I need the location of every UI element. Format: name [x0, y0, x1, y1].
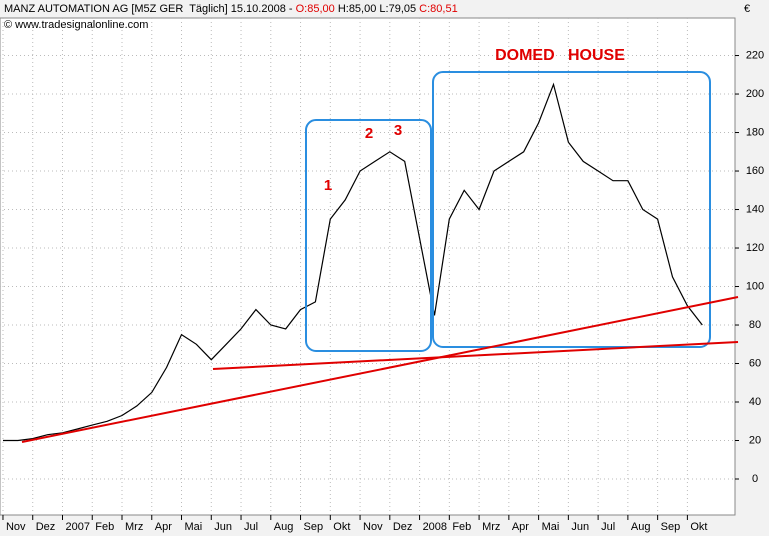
annotation: 3 — [394, 122, 402, 139]
x-tick-label: Sep — [304, 521, 324, 533]
y-tick-label: 220 — [746, 49, 764, 61]
x-tick-label: Aug — [274, 521, 294, 533]
y-tick-label: 140 — [746, 203, 764, 215]
close: C:80,51 — [419, 3, 458, 15]
box — [305, 119, 432, 352]
x-tick-label: Nov — [363, 521, 383, 533]
x-tick-label: Jul — [244, 521, 258, 533]
chart-title: MANZ AUTOMATION AG [M5Z GER Täglich] 15.… — [4, 3, 458, 15]
y-tick-label: 200 — [746, 88, 764, 100]
annotations — [21, 71, 739, 443]
low: L:79,05 — [379, 3, 416, 15]
x-tick-label: Jul — [601, 521, 615, 533]
y-tick-label: 100 — [746, 280, 764, 292]
x-tick-label: Aug — [631, 521, 651, 533]
y-tick-label: 0 — [752, 473, 758, 485]
x-tick-label: Sep — [661, 521, 681, 533]
x-tick-label: Dez — [36, 521, 56, 533]
x-tick-label: Feb — [452, 521, 471, 533]
x-tick-label: Okt — [333, 521, 350, 533]
x-tick-label: Mai — [542, 521, 560, 533]
box — [432, 71, 711, 348]
annotation: 2 — [365, 125, 373, 142]
grid — [0, 18, 739, 520]
subtitle: © www.tradesignalonline.com — [4, 19, 148, 31]
y-tick-label: 60 — [749, 357, 761, 369]
marks — [3, 82, 703, 442]
annotation: 1 — [324, 177, 332, 194]
x-tick-label: Mrz — [482, 521, 500, 533]
x-tick-label: Dez — [393, 521, 413, 533]
y-tick-label: 180 — [746, 126, 764, 138]
x-tick-label: Mrz — [125, 521, 143, 533]
x-tick-label: Nov — [6, 521, 26, 533]
trend-line — [212, 341, 739, 370]
x-tick-label: 2008 — [423, 521, 447, 533]
x-tick-label: Apr — [155, 521, 172, 533]
y-tick-label: 40 — [749, 396, 761, 408]
x-tick-label: Jun — [214, 521, 232, 533]
y-tick-label: 120 — [746, 242, 764, 254]
trend-line — [21, 296, 739, 443]
x-tick-label: 2007 — [65, 521, 89, 533]
y-tick-label: 80 — [749, 319, 761, 331]
annotation: DOMED HOUSE — [495, 47, 625, 64]
open: O:85,00 — [296, 3, 335, 15]
x-tick-label: Jun — [571, 521, 589, 533]
x-tick-label: Apr — [512, 521, 529, 533]
y-tick-label: 160 — [746, 165, 764, 177]
y-tick-label: 20 — [749, 434, 761, 446]
price-line — [3, 82, 703, 442]
x-tick-label: Mai — [185, 521, 203, 533]
instrument: MANZ AUTOMATION AG [M5Z GER Täglich] 15.… — [4, 3, 293, 15]
currency: € — [744, 3, 750, 15]
x-tick-label: Okt — [690, 521, 707, 533]
high: H:85,00 — [338, 3, 377, 15]
x-tick-label: Feb — [95, 521, 114, 533]
